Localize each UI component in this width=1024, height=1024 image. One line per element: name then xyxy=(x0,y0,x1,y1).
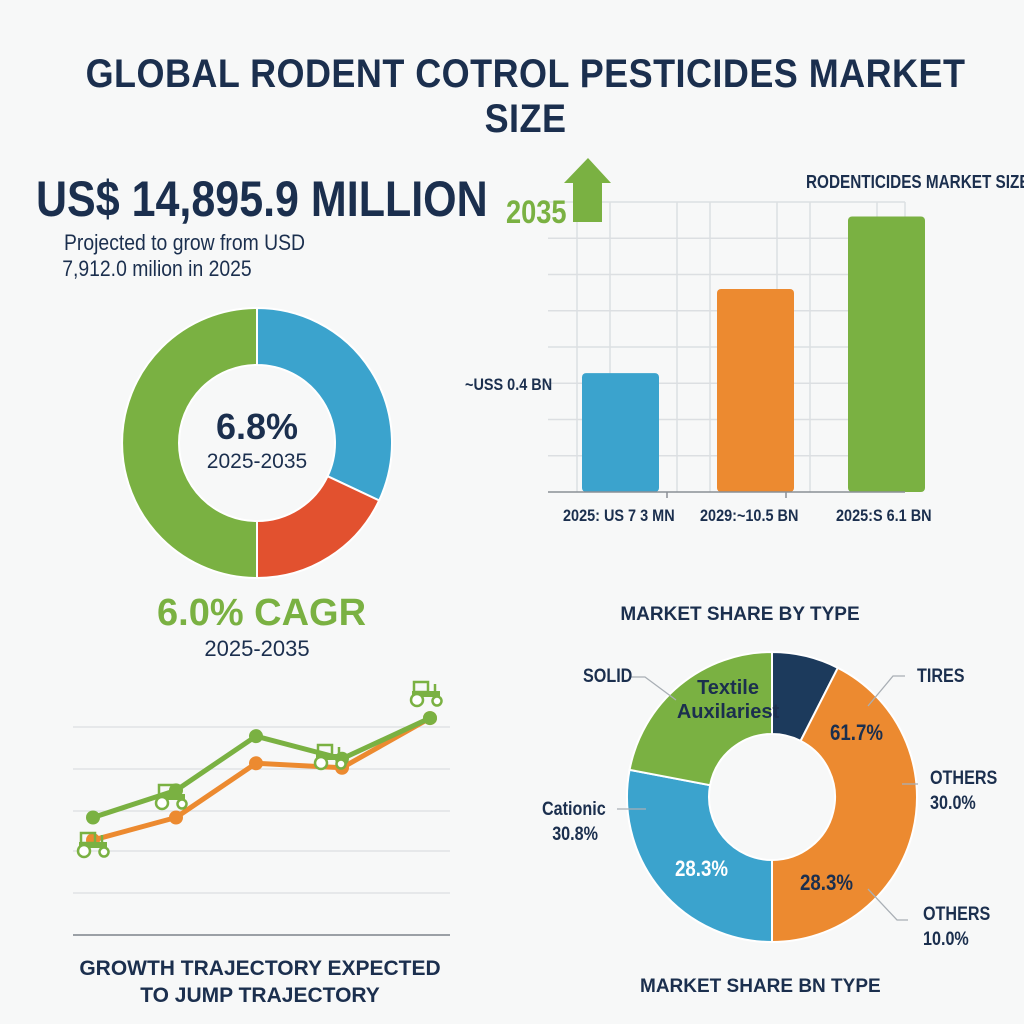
cagr-period: 2025-2035 xyxy=(204,636,310,661)
share-chart-title: MARKET SHARE BY TYPE xyxy=(620,604,860,625)
caption-line1: GROWTH TRAJECTORY EXPECTED xyxy=(79,957,441,980)
tractor-icon xyxy=(409,680,443,708)
line-point xyxy=(423,711,437,726)
cationic-value: 30.8% xyxy=(552,824,598,845)
bar-label-2: 2025:S 6.1 BN xyxy=(836,506,932,525)
bar-0 xyxy=(582,373,659,492)
callout-others-10: OTHERS 10.0% xyxy=(923,902,990,952)
page-title: GLOBAL RODENT COTROL PESTICIDES MARKET S… xyxy=(85,52,966,141)
callout-others-30: OTHERS 30.0% xyxy=(930,766,997,816)
tractor-icon xyxy=(313,743,347,771)
bar-1 xyxy=(717,289,794,492)
bar-label-0: 2025: US 7 3 MN xyxy=(563,506,675,525)
caption-line2: TO JUMP TRAJECTORY xyxy=(140,984,380,1007)
share-donut-slice-1 xyxy=(771,666,918,944)
callout-solid: SOLID xyxy=(583,666,633,687)
share-donut-slice-3 xyxy=(628,650,773,787)
line-chart-caption: GROWTH TRAJECTORY EXPECTED TO JUMP TRAJE… xyxy=(60,955,460,1009)
bar-2 xyxy=(848,216,925,492)
slice-label-green: Textile Auxilariest xyxy=(676,677,780,723)
bar-chart-title: RODENTICIDES MARKET SIZE xyxy=(806,172,1024,192)
others-30-value: 30.0% xyxy=(930,793,976,814)
growth-arrow-icon xyxy=(564,158,611,222)
cationic-name: Cationic xyxy=(542,799,606,820)
slice-label-orange-top: 61.7% xyxy=(830,720,884,745)
line-point xyxy=(169,810,183,825)
bar-annotation: ~USS 0.4 BN xyxy=(465,375,553,394)
headline-value: US$ 14,895.9 MILLION xyxy=(36,171,488,227)
subtitle-line1: Projected to grow from USD xyxy=(64,230,306,255)
subtitle-line2: 7,912.0 milion in 2025 xyxy=(62,256,252,281)
slice-label-blue: 28.3% xyxy=(675,856,729,881)
callout-cationic: Cationic 30.8% xyxy=(542,797,606,847)
others-10-value: 10.0% xyxy=(923,929,969,950)
tractor-icon xyxy=(76,831,110,859)
bar-label-1: 2029:~10.5 BN xyxy=(700,506,799,525)
donut-center-value: 6.8% xyxy=(215,406,299,447)
share-donut-slice-2 xyxy=(626,768,773,944)
callout-leader-line xyxy=(630,676,677,701)
cagr-donut-slice-1 xyxy=(256,474,381,580)
line-point xyxy=(249,756,263,771)
line-point xyxy=(86,810,100,825)
share-chart-footer: MARKET SHARE BN TYPE xyxy=(640,976,881,997)
cagr-value: 6.0% CAGR xyxy=(157,592,367,634)
callout-leader-line xyxy=(867,675,905,707)
slice-label-orange-bottom: 28.3% xyxy=(800,870,854,895)
headline-subtitle: Projected to grow from USD 7,912.0 milio… xyxy=(62,230,306,282)
line-point xyxy=(249,729,263,744)
others-30-name: OTHERS xyxy=(930,768,998,789)
cagr-donut-slice-0 xyxy=(256,306,393,502)
callout-tires: TIRES xyxy=(917,666,965,687)
others-10-name: OTHERS xyxy=(923,904,991,925)
arrow-year-label: 2035 xyxy=(506,194,567,230)
cagr-donut-slice-2 xyxy=(121,306,258,580)
callout-leader-line xyxy=(867,888,908,921)
tractor-icon xyxy=(154,783,188,811)
donut-center-period: 2025-2035 xyxy=(206,450,308,473)
